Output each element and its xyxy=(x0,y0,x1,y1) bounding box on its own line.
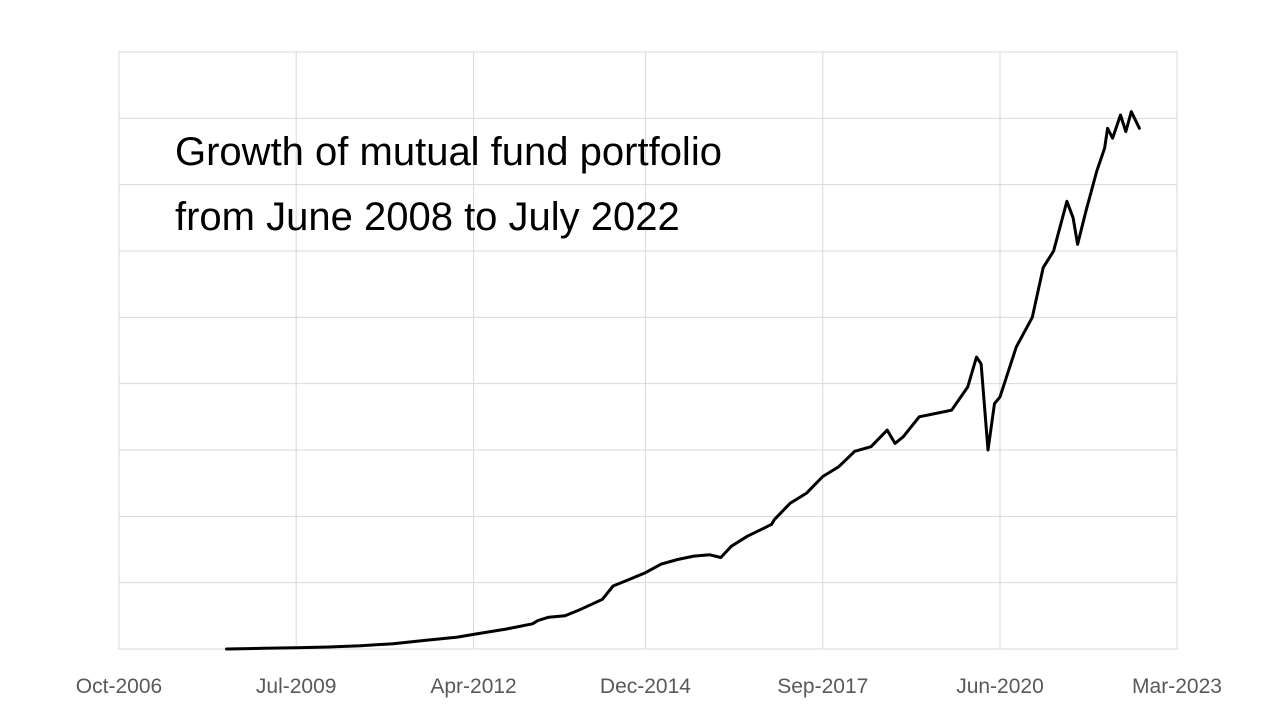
chart-title: Growth of mutual fund portfolio from Jun… xyxy=(175,130,722,239)
series-group xyxy=(225,110,1141,651)
x-tick-label: Apr-2012 xyxy=(430,675,516,698)
x-tick-label: Jul-2009 xyxy=(256,675,337,698)
x-tick-label: Mar-2023 xyxy=(1132,675,1222,698)
series-line xyxy=(225,110,1141,651)
chart-title-line-1: Growth of mutual fund portfolio xyxy=(175,130,722,174)
x-tick-label: Oct-2006 xyxy=(76,675,162,698)
grid xyxy=(118,51,1178,650)
x-tick-label: Jun-2020 xyxy=(956,675,1044,698)
x-tick-label: Dec-2014 xyxy=(600,675,691,698)
x-axis-tick-labels: Oct-2006 Jul-2009 Apr-2012 Dec-2014 Sep-2017… xyxy=(76,675,1222,698)
chart-title-line-2: from June 2008 to July 2022 xyxy=(175,195,680,239)
x-tick-label: Sep-2017 xyxy=(777,675,868,698)
